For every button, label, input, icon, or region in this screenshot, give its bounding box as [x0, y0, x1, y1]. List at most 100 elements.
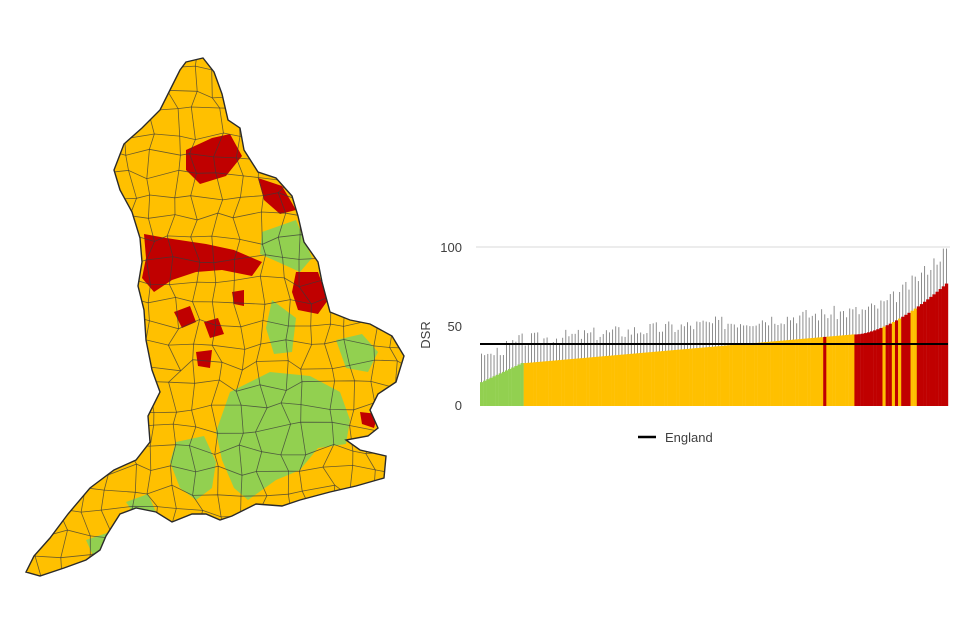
- bar: [595, 356, 599, 406]
- bar: [729, 345, 733, 406]
- map-region-red-derby: [232, 290, 244, 306]
- bar: [573, 358, 577, 406]
- bar: [529, 362, 534, 406]
- bar: [860, 333, 864, 406]
- bar: [891, 322, 896, 406]
- bar: [757, 342, 761, 406]
- bar: [795, 339, 799, 406]
- bar: [654, 351, 659, 406]
- bar: [689, 348, 693, 406]
- bar: [698, 347, 702, 406]
- bar: [910, 310, 914, 406]
- bar: [664, 350, 668, 406]
- bar: [813, 337, 818, 406]
- bar: [714, 346, 718, 406]
- bar: [919, 304, 924, 406]
- y-tick-label-100: 100: [440, 240, 462, 255]
- bar: [732, 344, 737, 406]
- bar: [826, 336, 830, 406]
- bar: [835, 335, 839, 406]
- bar: [876, 329, 880, 406]
- bar: [692, 348, 696, 406]
- bar: [820, 337, 824, 406]
- bar: [676, 349, 680, 406]
- bar: [754, 342, 758, 406]
- bar: [941, 286, 946, 406]
- y-tick-label-50: 50: [448, 319, 462, 334]
- map-region-green-south-east: [216, 372, 350, 500]
- bar: [636, 353, 640, 406]
- bar: [798, 339, 802, 406]
- bar: [533, 362, 537, 406]
- bar: [611, 355, 615, 406]
- bar: [785, 340, 790, 406]
- map-region-green-southwest: [170, 436, 216, 500]
- y-axis-title: DSR: [418, 321, 433, 348]
- bar: [492, 376, 496, 406]
- bar: [745, 343, 749, 406]
- bar: [848, 334, 852, 406]
- bar: [707, 346, 712, 406]
- bar: [558, 360, 562, 406]
- bar: [810, 337, 815, 406]
- bar: [648, 352, 652, 406]
- bar: [670, 350, 674, 406]
- bar: [845, 335, 849, 406]
- bar: [704, 347, 708, 406]
- bar: [660, 351, 665, 406]
- bar: [645, 352, 649, 406]
- england-choropleth-map: [25, 57, 405, 577]
- bar: [564, 359, 568, 406]
- bar: [916, 306, 921, 406]
- bar: [841, 335, 846, 406]
- bar: [723, 345, 727, 406]
- bar: [586, 357, 590, 406]
- bar: [701, 347, 705, 406]
- bar: [894, 320, 899, 406]
- bar: [873, 330, 877, 406]
- bar: [773, 341, 777, 406]
- bar: [514, 366, 518, 406]
- bar: [695, 348, 699, 406]
- bar: [579, 358, 584, 406]
- bar: [480, 382, 484, 406]
- bar: [486, 379, 490, 406]
- bar: [614, 355, 618, 406]
- bar: [539, 361, 543, 406]
- district-border: [210, 58, 224, 576]
- bar: [923, 301, 927, 406]
- y-tick-label-0: 0: [455, 398, 462, 413]
- bar: [823, 336, 827, 406]
- map-region-red-midlands-1: [174, 306, 196, 328]
- map-region-red-teesside: [258, 178, 296, 214]
- bar: [545, 361, 549, 406]
- bar: [838, 335, 843, 406]
- bar: [882, 326, 886, 406]
- bar: [767, 341, 771, 406]
- bar: [604, 355, 609, 406]
- map-region-red-lincolnshire: [292, 272, 328, 314]
- bar: [885, 325, 889, 406]
- bar: [570, 358, 574, 406]
- bar: [607, 355, 612, 406]
- bar: [926, 299, 930, 406]
- district-border: [166, 58, 182, 576]
- bar: [804, 338, 808, 406]
- bar: [710, 346, 715, 406]
- bar: [751, 343, 755, 406]
- bar: [792, 339, 796, 406]
- bar: [854, 334, 858, 406]
- bar: [685, 348, 690, 406]
- bar: [561, 359, 565, 406]
- bar: [623, 354, 627, 406]
- bar: [782, 340, 786, 406]
- bar: [801, 338, 805, 406]
- bar: [489, 377, 493, 406]
- bar: [617, 354, 621, 406]
- bar: [483, 380, 487, 406]
- bar: [508, 368, 512, 406]
- chart-legend: England: [638, 430, 713, 445]
- bar: [682, 349, 687, 406]
- bar: [589, 357, 593, 406]
